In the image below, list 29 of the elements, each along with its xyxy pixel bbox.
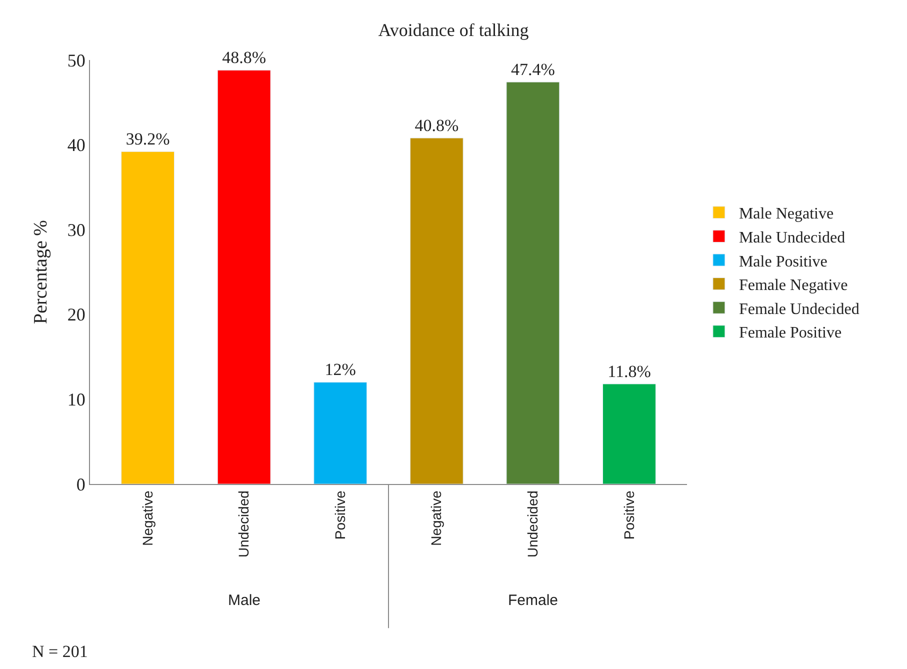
text: N = 201: [32, 642, 88, 661]
data-label: 12%: [324, 360, 356, 380]
y-tick-label: 10: [67, 390, 86, 410]
data-label: 48.8%: [222, 48, 266, 68]
x-tick-label: Undecided: [236, 490, 252, 558]
legend-label: Male Positive: [738, 253, 828, 270]
legend-label: Female Positive: [738, 324, 842, 342]
data-label: 40.8%: [414, 116, 459, 136]
legend-label: Male Undecided: [738, 229, 846, 246]
y-tick-label: 0: [76, 474, 86, 494]
legend-label: Female Negative: [738, 277, 848, 294]
y-tick-label: 20: [67, 304, 86, 325]
chart-title: Avoidance of talking: [378, 20, 529, 40]
x-tick-label: Undecided: [524, 490, 540, 558]
legend-label: Male Negative: [738, 206, 834, 223]
y-tick-label: 30: [67, 220, 86, 240]
data-label: 47.4%: [510, 60, 555, 80]
x-tick-label: Positive: [332, 490, 348, 540]
data-label: 39.2%: [126, 130, 170, 149]
x-tick-label: Negative: [139, 490, 156, 546]
text: Male: [228, 592, 261, 609]
x-tick-label: Negative: [428, 490, 444, 546]
y-tick-label: 40: [67, 135, 86, 156]
y-tick-label: 50: [67, 50, 86, 70]
x-tick-label: Positive: [620, 490, 637, 540]
data-label: 11.8%: [608, 362, 651, 381]
y-axis-title: Percentage %: [30, 220, 52, 324]
legend-label: Female Undecided: [738, 300, 860, 318]
text: Female: [508, 592, 558, 609]
